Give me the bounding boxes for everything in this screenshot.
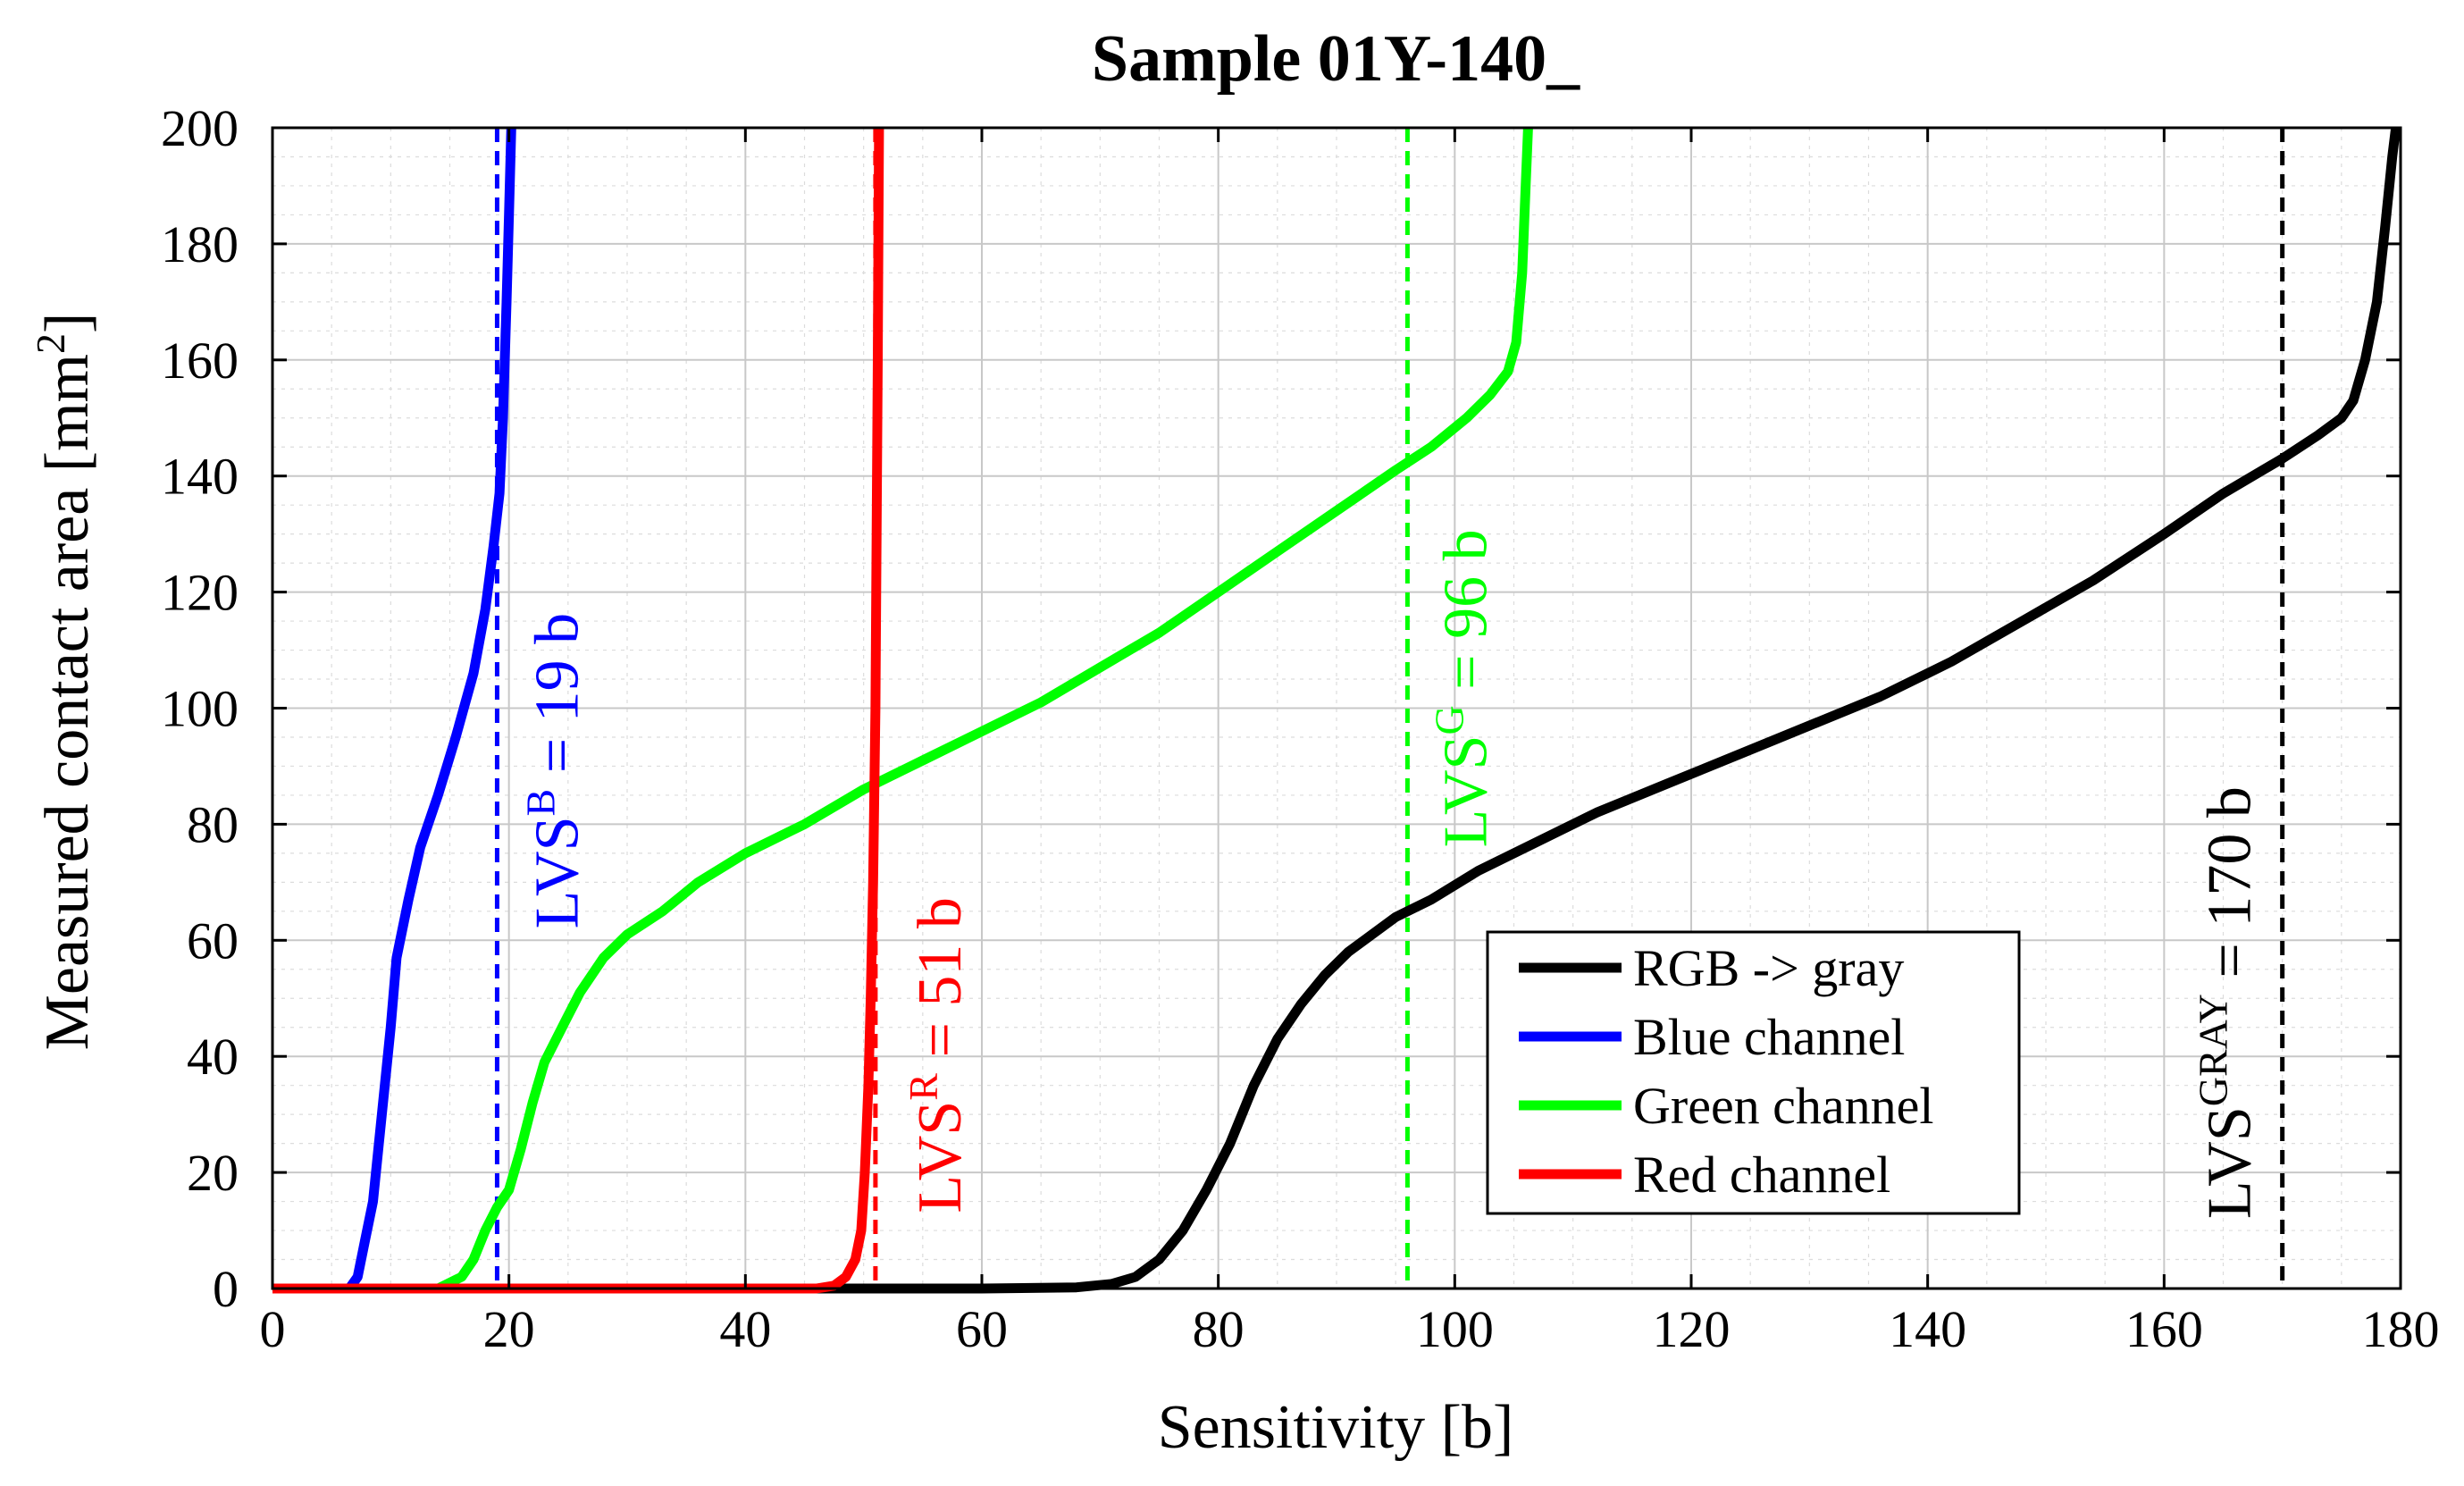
- y-tick-label: 200: [161, 99, 239, 157]
- legend-label: Green channel: [1633, 1077, 1934, 1135]
- chart-title: Sample 01Y-140_: [1092, 22, 1580, 96]
- x-tick-label: 120: [1653, 1300, 1731, 1358]
- y-tick-label: 0: [213, 1260, 239, 1318]
- lvs-label: LVSB = 19 b: [517, 613, 591, 929]
- lvs-label-superscript: R: [901, 1073, 946, 1101]
- y-tick-label: 160: [161, 332, 239, 390]
- series-line: [272, 127, 884, 1294]
- legend-label: RGB -> gray: [1633, 939, 1904, 997]
- y-axis-label-main: Measured contact area [mm: [33, 354, 102, 1050]
- y-tick-label: 60: [187, 911, 239, 970]
- lvs-label: LVSG = 96 b: [1426, 529, 1500, 847]
- lvs-label: LVSGRAY = 170 b: [2191, 786, 2265, 1219]
- y-tick-label: 80: [187, 795, 239, 853]
- series-line: [272, 127, 516, 1294]
- lvs-label-main: LVS: [1431, 735, 1500, 848]
- lvs-label-superscript: GRAY: [2191, 994, 2236, 1106]
- x-tick-label: 20: [483, 1300, 535, 1358]
- lvs-label-tail: = 19 b: [523, 613, 591, 789]
- axis-ticks: [271, 126, 2402, 1290]
- x-tick-label: 140: [1889, 1300, 1966, 1358]
- y-axis-label-tail: ]: [33, 313, 102, 333]
- tick-labels: 0 20 40 60 80 100 120 140 160 180 0 20 40 60 80 100 120 1…: [161, 99, 2440, 1358]
- y-tick-label: 140: [161, 448, 239, 506]
- x-axis-label: Sensitivity [b]: [1158, 1393, 1514, 1462]
- x-tick-label: 160: [2125, 1300, 2203, 1358]
- legend-box: [1486, 930, 2021, 1215]
- lvs-label-tail: = 51 b: [906, 897, 975, 1073]
- y-tick-label: 40: [187, 1028, 239, 1086]
- lvs-label-main: LVS: [2196, 1106, 2265, 1219]
- lvs-label-main: LVS: [523, 816, 591, 928]
- legend-label: Red channel: [1633, 1146, 1890, 1204]
- x-tick-label: 100: [1416, 1300, 1494, 1358]
- y-tick-label: 180: [161, 215, 239, 273]
- legend: RGB -> gray Blue channel Green channel Red …: [1486, 930, 2021, 1215]
- lvs-label-tail: = 170 b: [2196, 786, 2265, 994]
- lvs-label-superscript: B: [517, 789, 563, 817]
- y-tick-label: 20: [187, 1144, 239, 1202]
- lvs-label: LVSR = 51 b: [901, 897, 975, 1213]
- y-axis-label: Measured contact area [mm2]: [28, 313, 102, 1051]
- y-axis-label-superscript: 2: [28, 333, 73, 354]
- series-line: [272, 127, 2401, 1294]
- y-tick-label: 100: [161, 680, 239, 738]
- lvs-label-tail: = 96 b: [1431, 529, 1500, 705]
- x-tick-label: 40: [719, 1300, 771, 1358]
- y-tick-label: 120: [161, 564, 239, 622]
- x-tick-label: 60: [956, 1300, 1008, 1358]
- x-tick-label: 0: [260, 1300, 286, 1358]
- series-lines: [272, 127, 2401, 1294]
- x-tick-label: 180: [2362, 1300, 2440, 1358]
- lvs-label-main: LVS: [906, 1101, 975, 1213]
- legend-label: Blue channel: [1633, 1008, 1905, 1066]
- lvs-label-superscript: G: [1426, 705, 1471, 735]
- x-tick-label: 80: [1193, 1300, 1245, 1358]
- series-line: [272, 127, 1533, 1294]
